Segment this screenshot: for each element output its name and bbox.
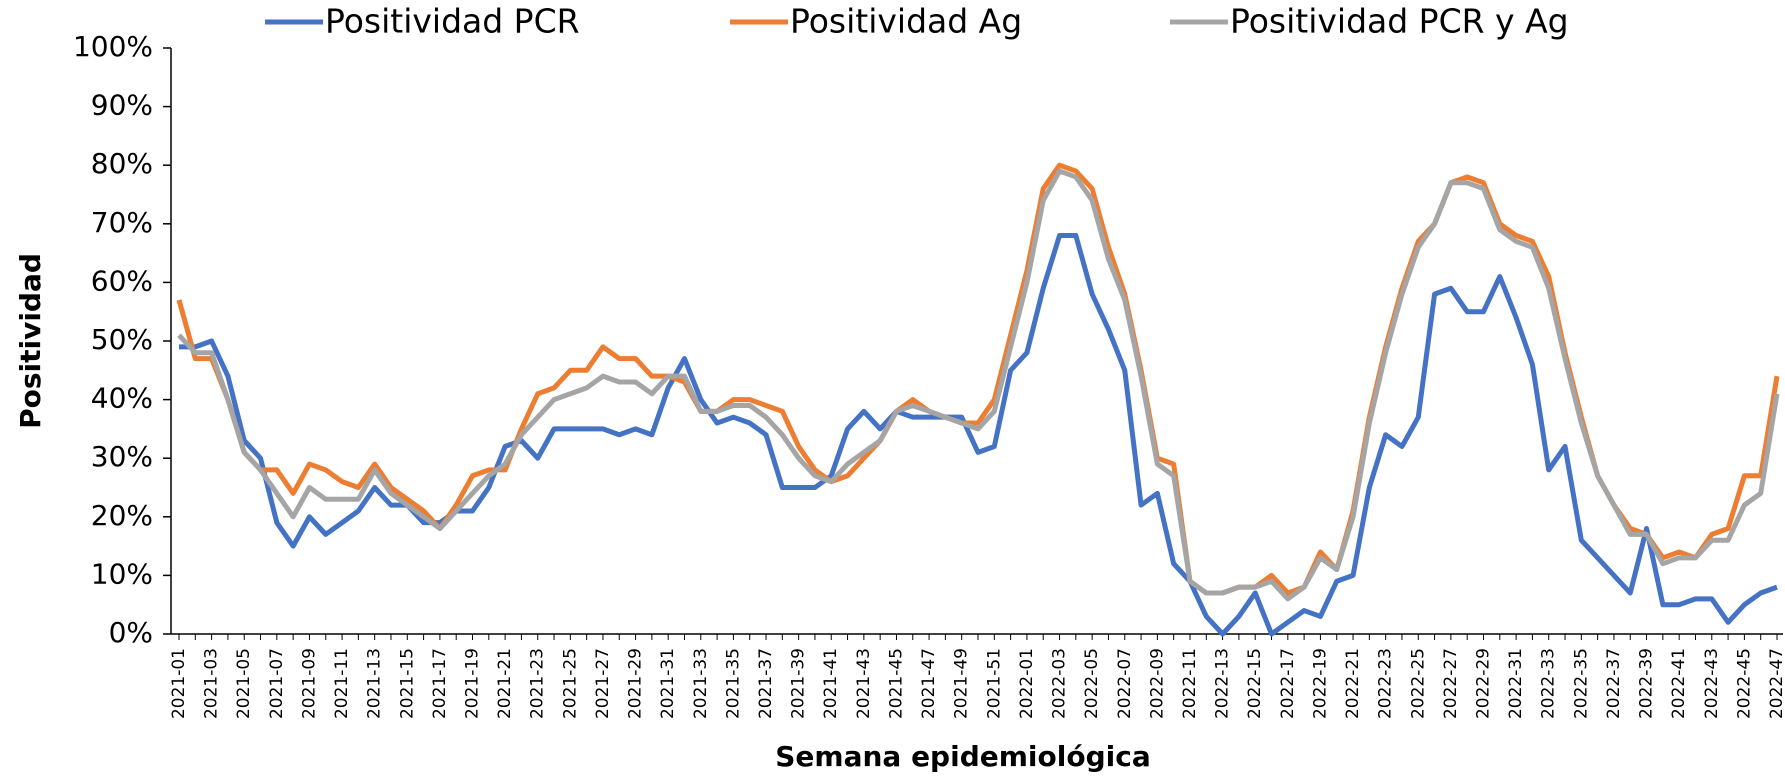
x-tick-label: 2022-03 bbox=[1050, 648, 1070, 719]
x-tick-label: 2021-03 bbox=[202, 648, 222, 719]
x-tick-label: 2021-35 bbox=[723, 648, 743, 719]
y-tick-label: 90% bbox=[91, 89, 153, 122]
x-tick-label: 2022-45 bbox=[1734, 648, 1754, 719]
series-line bbox=[179, 233, 1778, 637]
x-tick-label: 2021-31 bbox=[658, 648, 678, 719]
x-tick-label: 2021-09 bbox=[299, 648, 319, 719]
x-tick-label: 2022-41 bbox=[1669, 648, 1689, 719]
x-tick-label: 2022-09 bbox=[1147, 648, 1167, 719]
y-tick-label: 80% bbox=[91, 147, 153, 180]
x-tick-label: 2022-01 bbox=[1017, 648, 1037, 719]
x-tick-label: 2022-29 bbox=[1473, 648, 1493, 719]
y-tick-label: 40% bbox=[91, 382, 153, 415]
y-tick-label: 10% bbox=[91, 557, 153, 590]
x-tick-label: 2021-29 bbox=[626, 648, 646, 719]
x-tick-label: 2022-27 bbox=[1441, 648, 1461, 719]
x-tick-label: 2021-43 bbox=[854, 648, 874, 719]
x-tick-label: 2021-45 bbox=[886, 648, 906, 719]
y-tick-label: 70% bbox=[91, 206, 153, 239]
series-line bbox=[177, 168, 1780, 602]
x-tick-label: 2022-17 bbox=[1278, 648, 1298, 719]
y-tick-label: 30% bbox=[91, 440, 153, 473]
y-tick-label: 20% bbox=[91, 499, 153, 532]
x-tick-label: 2021-39 bbox=[789, 648, 809, 719]
x-tick-label: 2022-39 bbox=[1637, 648, 1657, 719]
x-tick-label: 2021-17 bbox=[430, 648, 450, 719]
x-tick-label: 2021-47 bbox=[919, 648, 939, 719]
x-tick-label: 2021-49 bbox=[952, 648, 972, 719]
x-tick-label: 2021-05 bbox=[234, 648, 254, 719]
x-tick-label: 2022-23 bbox=[1376, 648, 1396, 719]
x-tick-label: 2022-21 bbox=[1343, 648, 1363, 719]
x-tick-label: 2021-51 bbox=[984, 648, 1004, 719]
x-tick-label: 2022-31 bbox=[1506, 648, 1526, 719]
legend-label: Positividad PCR bbox=[325, 2, 580, 41]
x-tick-label: 2022-47 bbox=[1767, 648, 1785, 719]
x-tick-label: 2022-19 bbox=[1310, 648, 1330, 719]
x-tick-label: 2022-33 bbox=[1539, 648, 1559, 719]
series-line bbox=[176, 162, 1780, 596]
x-tick-label: 2021-07 bbox=[267, 648, 287, 719]
y-tick-label: 0% bbox=[109, 616, 153, 649]
x-tick-label: 2021-01 bbox=[169, 648, 189, 719]
x-tick-label: 2022-15 bbox=[1245, 648, 1265, 719]
y-tick-label: 60% bbox=[91, 264, 153, 297]
x-tick-label: 2022-11 bbox=[1180, 648, 1200, 719]
x-tick-label: 2021-41 bbox=[821, 648, 841, 719]
x-tick-label: 2021-19 bbox=[463, 648, 483, 719]
x-tick-label: 2022-25 bbox=[1408, 648, 1428, 719]
x-tick-label: 2022-05 bbox=[1082, 648, 1102, 719]
legend-label: Positividad PCR y Ag bbox=[1230, 2, 1569, 41]
x-tick-label: 2022-37 bbox=[1604, 648, 1624, 719]
x-tick-label: 2022-07 bbox=[1115, 648, 1135, 719]
x-tick-label: 2021-15 bbox=[397, 648, 417, 719]
x-tick-label: 2022-13 bbox=[1213, 648, 1233, 719]
x-tick-label: 2021-11 bbox=[332, 648, 352, 719]
y-tick-label: 100% bbox=[73, 30, 153, 63]
x-axis-label: Semana epidemiológica bbox=[775, 740, 1150, 773]
x-tick-label: 2021-25 bbox=[560, 648, 580, 719]
x-tick-label: 2021-33 bbox=[691, 648, 711, 719]
x-tick-label: 2021-27 bbox=[593, 648, 613, 719]
x-tick-label: 2021-37 bbox=[756, 648, 776, 719]
x-tick-label: 2022-35 bbox=[1571, 648, 1591, 719]
y-axis-label: Positividad bbox=[14, 253, 47, 429]
x-tick-label: 2022-43 bbox=[1702, 648, 1722, 719]
x-tick-label: 2021-23 bbox=[528, 648, 548, 719]
x-tick-label: 2021-13 bbox=[365, 648, 385, 719]
x-tick-label: 2021-21 bbox=[495, 648, 515, 719]
legend-label: Positividad Ag bbox=[790, 2, 1022, 41]
y-tick-label: 50% bbox=[91, 323, 153, 356]
